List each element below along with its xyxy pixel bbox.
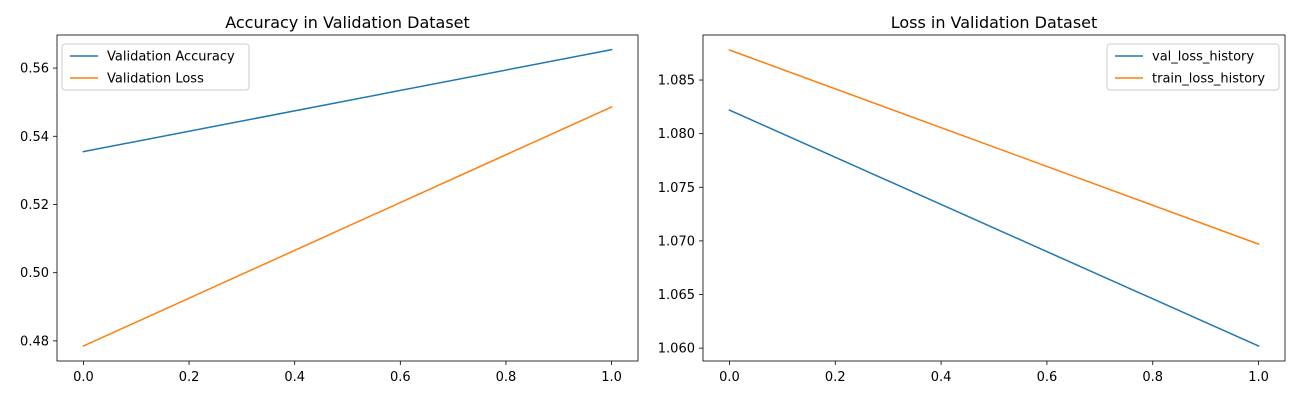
x-tick-label: 0.0 — [73, 370, 94, 385]
x-tick-label: 0.8 — [1142, 370, 1163, 385]
y-tick-label: 1.075 — [658, 181, 695, 196]
x-tick-label: 1.0 — [1248, 370, 1269, 385]
y-tick-label: 1.060 — [658, 342, 695, 357]
series-line-0 — [82, 48, 613, 153]
legend-label-0: Validation Accuracy — [107, 50, 235, 65]
y-tick-label: 1.065 — [658, 288, 695, 303]
chart-title: Loss in Validation Dataset — [891, 13, 1098, 32]
x-tick-label: 0.6 — [390, 370, 411, 385]
plot-frame — [702, 34, 1286, 362]
x-tick-label: 0.4 — [284, 370, 305, 385]
y-tick-label: 1.085 — [658, 74, 695, 89]
chart-accuracy: Accuracy in Validation Dataset 0.0 0.2 0.4 0… — [20, 13, 639, 385]
series-line-0 — [728, 109, 1260, 347]
series-line-1 — [82, 105, 613, 347]
y-tick-label: 0.52 — [20, 198, 49, 213]
legend-label-1: train_loss_history — [1152, 72, 1265, 87]
y-tick-label: 0.50 — [20, 266, 49, 281]
legend-box — [1106, 43, 1280, 91]
x-tick-label: 0.8 — [496, 370, 517, 385]
y-tick-label: 0.56 — [20, 62, 49, 77]
plot-frame — [56, 34, 639, 362]
x-tick-label: 0.0 — [719, 370, 740, 385]
legend-label-0: val_loss_history — [1152, 50, 1254, 65]
chart-title: Accuracy in Validation Dataset — [225, 13, 470, 32]
y-tick-label: 1.080 — [658, 127, 695, 142]
x-tick-label: 0.4 — [931, 370, 952, 385]
y-tick-label: 1.070 — [658, 234, 695, 249]
chart-loss: Loss in Validation Dataset 0.0 0.2 0.4 0.6 0.… — [658, 13, 1286, 385]
legend-label-1: Validation Loss — [107, 72, 204, 87]
y-tick-label: 0.48 — [20, 334, 49, 349]
y-tick-label: 0.54 — [20, 130, 49, 145]
series-line-1 — [728, 49, 1260, 246]
x-tick-label: 0.6 — [1037, 370, 1058, 385]
x-tick-label: 0.2 — [179, 370, 200, 385]
x-tick-label: 1.0 — [601, 370, 622, 385]
legend-box — [61, 43, 250, 91]
x-tick-label: 0.2 — [825, 370, 846, 385]
